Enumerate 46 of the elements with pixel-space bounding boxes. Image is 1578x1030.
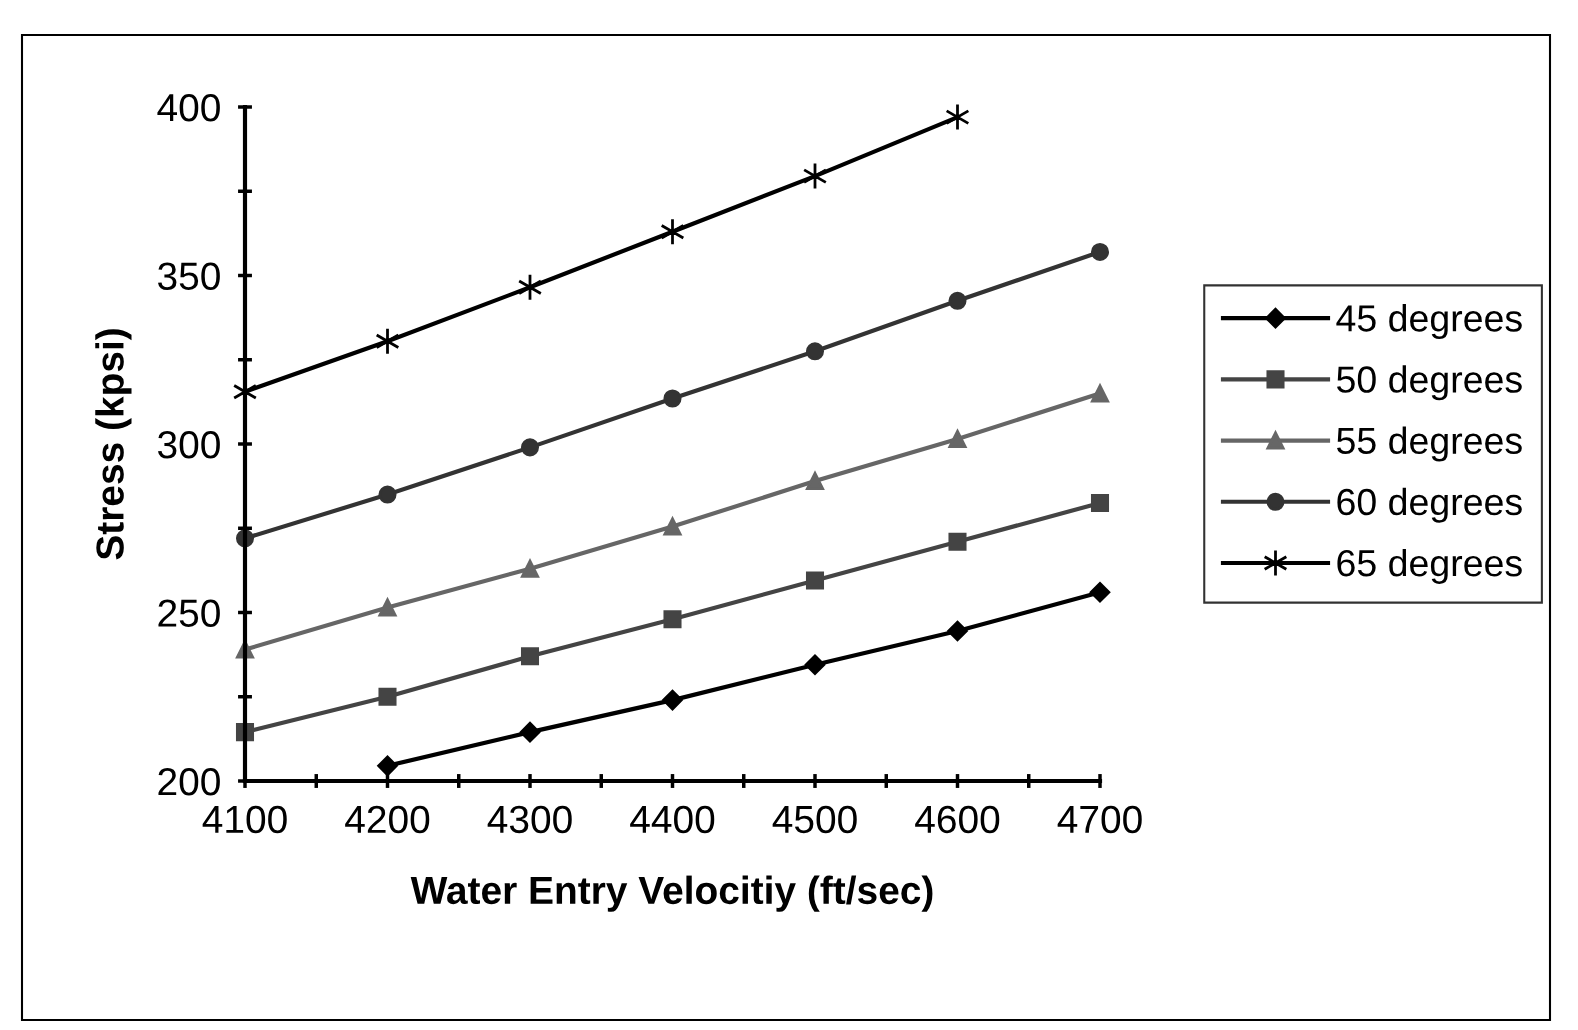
point — [663, 610, 682, 629]
point — [805, 472, 825, 491]
point — [1090, 493, 1110, 512]
y-tick-label: 350 — [157, 262, 220, 290]
point — [662, 689, 683, 711]
point — [520, 438, 540, 457]
y-axis-title: Stress (kpsi) — [95, 329, 132, 560]
point — [375, 327, 400, 356]
point — [805, 342, 825, 361]
point — [947, 620, 968, 642]
x-axis-title: Water Entry Velocitiy (ft/sec) — [410, 875, 933, 912]
x-tick-label: 4500 — [772, 805, 857, 834]
point — [660, 217, 685, 246]
legend-label: 55 degrees — [1337, 426, 1522, 462]
x-tick-label: 4200 — [345, 805, 430, 834]
y-tick-label: 300 — [157, 430, 220, 459]
point — [519, 721, 541, 743]
point — [520, 559, 540, 578]
x-tick-label: 4400 — [630, 805, 715, 834]
legend-label: 60 degrees — [1337, 487, 1522, 523]
point — [1089, 582, 1111, 603]
point — [520, 647, 540, 666]
point — [948, 532, 967, 551]
point — [378, 687, 397, 706]
x-tick-label: 4700 — [1057, 805, 1142, 834]
x-tick-label: 4600 — [915, 805, 1000, 834]
x-tick-label: 4300 — [487, 805, 572, 834]
point — [378, 598, 397, 617]
point — [378, 485, 397, 504]
legend-label: 50 degrees — [1337, 365, 1522, 401]
point — [945, 103, 970, 131]
point — [805, 571, 825, 590]
y-tick-label: 400 — [157, 93, 220, 122]
y-tick-label: 200 — [158, 767, 220, 796]
point — [1090, 242, 1110, 261]
point — [1090, 384, 1110, 403]
point — [377, 755, 398, 777]
point — [804, 654, 826, 675]
point — [948, 429, 967, 448]
legend-label: 65 degrees — [1337, 548, 1522, 584]
y-tick-label: 250 — [158, 599, 220, 627]
point — [948, 291, 967, 310]
point — [663, 517, 682, 536]
point — [663, 389, 682, 408]
x-tick-label: 4100 — [202, 805, 287, 834]
legend-label: 45 degrees — [1336, 304, 1522, 340]
